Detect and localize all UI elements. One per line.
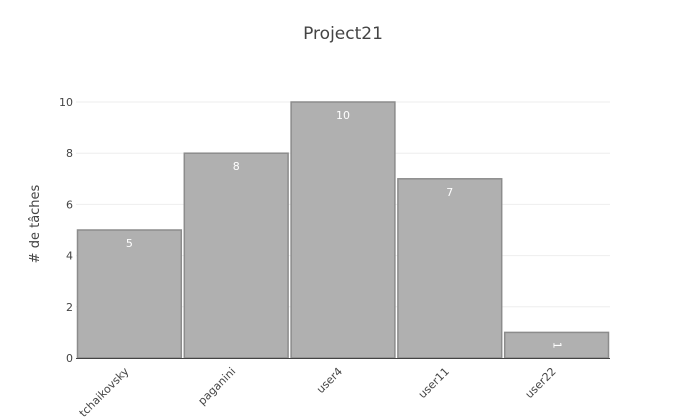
bar-user11 [397,178,503,359]
y-tick-label-10: 10 [59,96,73,109]
bar-value-label-user11: 7 [446,186,453,199]
bars [76,101,610,359]
bar-value-label-paganini: 8 [233,160,240,173]
chart-title: Project21 [303,24,383,44]
y-tick-label-4: 4 [66,250,73,263]
bar-user4 [290,101,396,359]
x-tick-label-user11: user11 [416,365,452,401]
x-tick-label-user22: user22 [523,365,559,401]
x-tick-label-tchaikovsky: tchaikovsky [77,365,132,418]
bar-value-label-user22: 1 [551,342,564,349]
x-tick-label-user4: user4 [314,365,345,396]
x-axis-ticks: tchaikovsky paganini user4 user11 user22 [77,365,559,418]
y-tick-label-6: 6 [66,198,73,211]
y-tick-label-8: 8 [66,147,73,160]
bar-tchaikovsky [76,229,183,359]
y-tick-label-0: 0 [66,352,73,365]
bar-value-label-tchaikovsky: 5 [126,237,133,250]
bar-value-labels: 5 8 10 7 1 [126,109,564,349]
bar-value-label-user4: 10 [336,109,350,122]
bar-paganini [183,152,289,359]
y-tick-label-2: 2 [66,301,73,314]
y-axis-ticks: 0 2 4 6 8 10 [59,96,73,365]
y-axis-title: # de tâches [28,184,43,263]
x-tick-label-paganini: paganini [196,365,239,408]
